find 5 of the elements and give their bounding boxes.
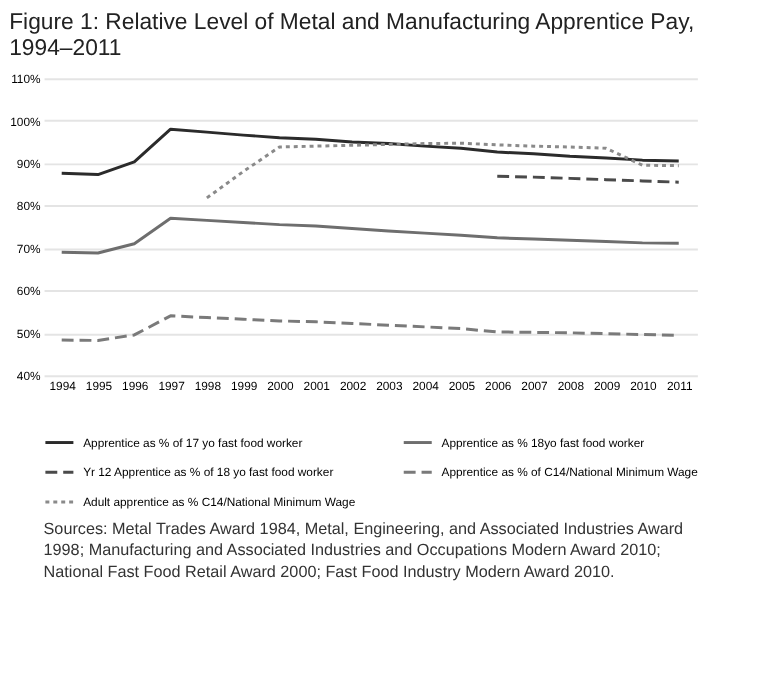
line-series bbox=[205, 141, 681, 200]
line-series bbox=[60, 216, 681, 255]
chart-title: Figure 1: Relative Level of Metal and Manufacturing Apprentice Pay, 1994–2011 bbox=[9, 10, 695, 62]
source-note: Sources: Metal Trades Award 1984, Metal, Engineering, and Associated Industries Award 1998; Manufacturing and Associated Industries and Occupations Modern Award 2010; National Fast Food Retail Award 2000; Fast Food Industry Modern Award 2010. bbox=[43, 519, 684, 582]
line-series bbox=[60, 127, 681, 177]
